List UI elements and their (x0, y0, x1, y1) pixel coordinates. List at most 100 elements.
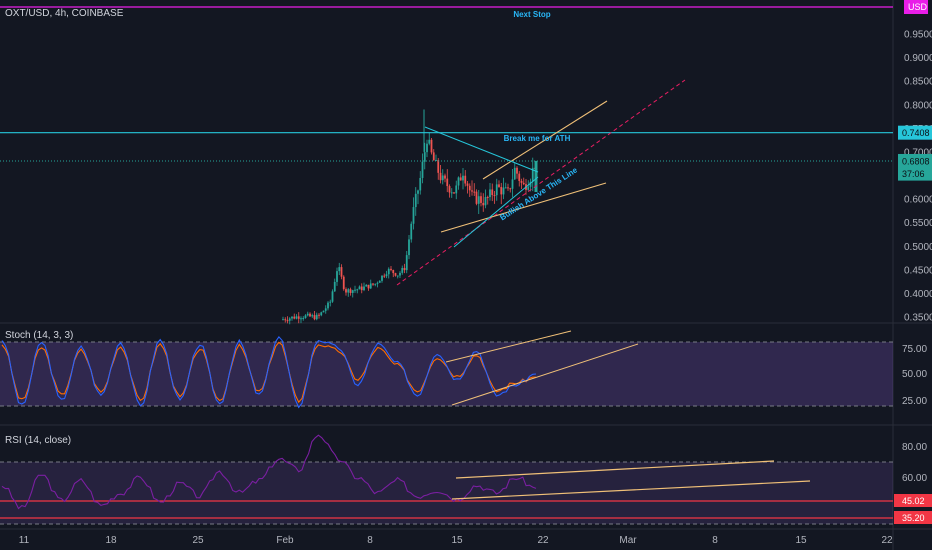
candle-body-56 (408, 239, 410, 256)
candle-body-6 (295, 316, 298, 319)
candle-body-4 (291, 316, 293, 319)
candle-body-86 (475, 191, 478, 204)
candle-body-102 (511, 179, 514, 189)
time-tick-5: 15 (451, 535, 463, 546)
candle-body-38 (367, 284, 370, 289)
time-axis[interactable]: 11 18 25 Feb 8 15 22 Mar 8 15 22 (19, 535, 893, 546)
candle-body-1 (284, 319, 287, 321)
price-tick-3: 0.8000 (904, 100, 932, 111)
candle-body-69 (437, 159, 440, 173)
candle-last-body (534, 160, 538, 193)
candle-body-103 (513, 167, 516, 180)
rsi-badge-35-text: 35.20 (902, 513, 925, 523)
candle-body-73 (446, 178, 449, 187)
candle-body-98 (502, 187, 505, 195)
candle-body-78 (457, 177, 460, 186)
candle-body-40 (372, 283, 374, 285)
candle-body-104 (516, 167, 518, 174)
candle-body-106 (520, 180, 523, 183)
candle-body-9 (302, 317, 305, 319)
rsi-band (0, 462, 893, 524)
stoch-lines (1, 330, 639, 409)
price-label-1: 0.6808 (902, 156, 930, 166)
candle-body-26 (340, 267, 343, 277)
stoch-panel[interactable]: Stoch (14, 3, 3) 75.00 50.00 25.00 (0, 330, 927, 409)
candle-body-24 (336, 271, 338, 282)
break-ath-annotation: Break me for ATH (504, 134, 571, 143)
time-tick-9: 15 (795, 535, 807, 546)
candle-body-25 (338, 267, 341, 272)
candle-body-16 (318, 314, 320, 316)
time-tick-6: 22 (537, 535, 549, 546)
price-panel[interactable]: OXT/USD, 4h, COINBASE Next Stop Break me… (0, 6, 893, 325)
candle-body-66 (430, 139, 433, 153)
time-tick-4: 8 (367, 535, 373, 546)
candle-body-107 (522, 182, 525, 185)
rsi-badge-45-text: 45.02 (902, 496, 925, 506)
candle-body-59 (414, 193, 417, 208)
candle-body-42 (376, 282, 379, 284)
candle-body-32 (354, 289, 356, 291)
rsi-line (1, 434, 537, 510)
candle-body-79 (459, 177, 462, 181)
rsi-lower-trend (451, 480, 811, 500)
candle-body-37 (365, 284, 368, 287)
candle-body-20 (327, 302, 329, 309)
candle-body-80 (462, 175, 464, 181)
currency-badge[interactable] (904, 0, 928, 14)
time-tick-3: Feb (276, 535, 294, 546)
time-tick-1: 18 (105, 535, 117, 546)
price-tick-11: 0.4000 (904, 289, 932, 300)
time-tick-2: 25 (192, 535, 204, 546)
channel-upper-line (482, 100, 608, 180)
candle-body-36 (363, 286, 365, 291)
candle-body-57 (410, 223, 413, 240)
candle-body-63 (423, 152, 426, 162)
candle-body-88 (480, 196, 482, 203)
stoch-band (0, 342, 893, 406)
candle-body-95 (495, 184, 498, 196)
price-tick-7: 0.6000 (904, 195, 932, 206)
candle-body-61 (419, 177, 422, 191)
candle-body-99 (504, 187, 507, 189)
candle-body-81 (464, 175, 467, 184)
rsi-badge-45 (894, 494, 932, 507)
candle-body-92 (489, 189, 491, 198)
candle-body-30 (349, 289, 352, 293)
price-tick-8: 0.5500 (904, 218, 932, 229)
candle-body-90 (484, 197, 487, 206)
rsi-panel[interactable]: RSI (14, close) 80.00 60.00 45.02 35.20 (0, 434, 932, 525)
candle-body-53 (401, 267, 404, 273)
candle-body-109 (527, 186, 530, 190)
rsi-tick-80: 80.00 (902, 442, 927, 453)
candle-body-45 (383, 275, 386, 277)
rsi-upper-trend (455, 460, 775, 479)
candle-body-15 (315, 314, 318, 320)
stoch-lower-trend (451, 343, 639, 406)
candle-body-82 (466, 183, 469, 186)
candle-body-0 (282, 319, 284, 321)
candle-body-43 (378, 280, 381, 283)
candle-body-33 (356, 289, 359, 291)
price-tick-1: 0.9000 (904, 53, 932, 64)
rsi-badge-35 (894, 511, 932, 524)
candle-body-48 (390, 268, 392, 271)
candle-body-97 (500, 186, 503, 195)
symbol-title: OXT/USD, 4h, COINBASE (5, 8, 124, 19)
rsi-lines (1, 434, 811, 510)
price-label-bg-2 (898, 166, 932, 181)
stoch-k-line (1, 336, 537, 409)
candle-body-8 (300, 318, 302, 320)
next-stop-annotation: Next Stop (513, 10, 550, 19)
price-tick-12: 0.3500 (904, 313, 932, 324)
candle-body-27 (342, 276, 345, 290)
candle-body-50 (394, 273, 397, 276)
candle-body-10 (304, 315, 307, 318)
candle-body-65 (428, 139, 431, 144)
candle-body-28 (345, 289, 347, 293)
price-axis[interactable]: 0.95000.90000.85000.80000.75000.70000.65… (898, 30, 932, 324)
candle-body-49 (392, 270, 395, 274)
candle-body-13 (311, 315, 314, 317)
candle-body-55 (405, 255, 408, 271)
